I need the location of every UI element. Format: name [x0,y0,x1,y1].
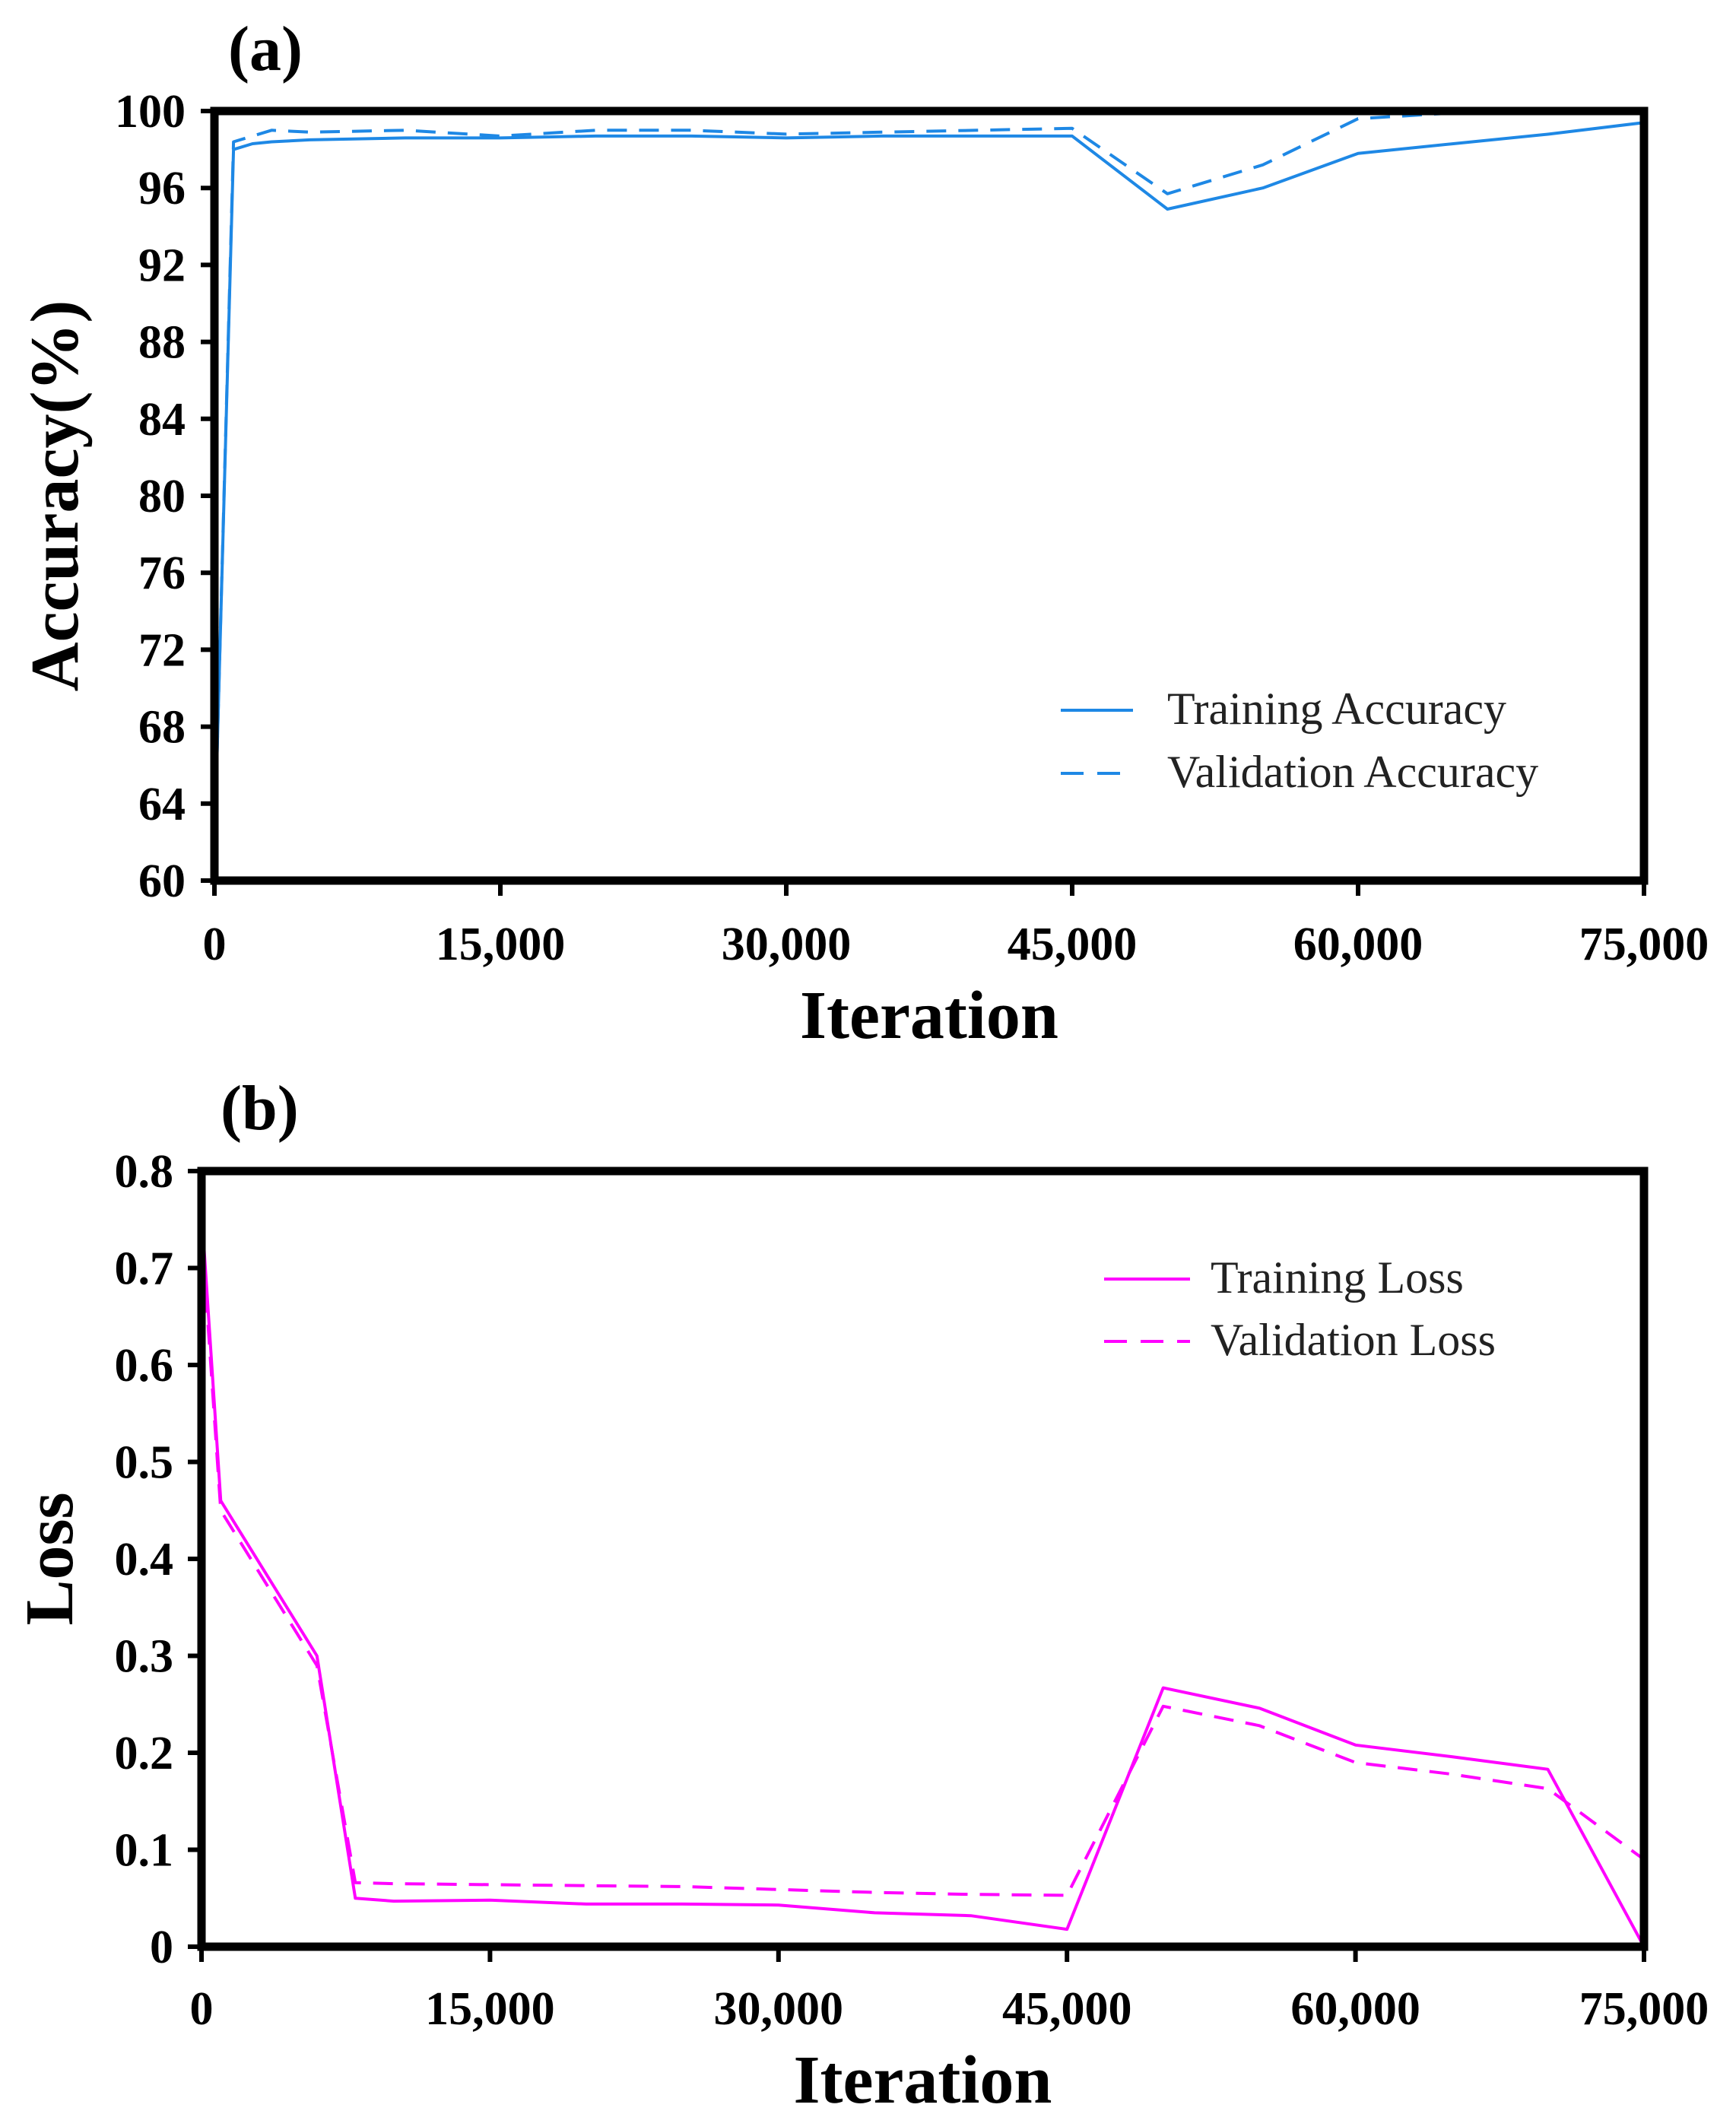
y-tick-label: 0.2 [115,1728,174,1779]
x-tick-label: 15,000 [436,919,566,970]
y-tick-label: 0.4 [115,1534,174,1586]
y-tick-label: 80 [138,471,186,522]
y-tick-label: 72 [138,624,186,676]
x-tick-label: 45,000 [1008,919,1138,970]
x-tick-label: 75,000 [1579,1983,1709,2035]
y-tick-label: 76 [138,548,186,599]
series-line-training-accuracy [213,121,1645,852]
y-tick-label: 0 [150,1922,173,1973]
x-tick-label: 60,000 [1293,919,1423,970]
series-line-training-loss [200,1209,1646,1947]
y-tick-label: 64 [138,779,186,830]
panel-label: (b) [221,1073,299,1144]
chart-panel-a: (a) 60 64 68 72 76 80 84 88 92 96 100 0 15,000 30,000 4… [17,14,1709,1053]
chart-panel-b: (b) 0 0.1 0.2 0.3 0.4 0.5 0.6 0.7 0.8 0 15,000 30,00… [12,1073,1709,2114]
y-tick-label: 0.5 [115,1437,174,1489]
panel-label: (a) [228,14,303,84]
y-axis-title: Loss [12,1492,87,1625]
y-tick-label: 92 [138,240,186,291]
x-tick-label: 0 [190,1983,214,2035]
legend: Training Accuracy Validation Accuracy [1061,684,1538,797]
y-tick-label: 60 [138,855,186,907]
x-tick-label: 15,000 [425,1983,555,2035]
x-axis-title: Iteration [794,2043,1052,2114]
y-tick-label: 0.3 [115,1631,174,1683]
x-tick-label: 0 [203,919,227,970]
x-tick-label: 45,000 [1002,1983,1132,2035]
series-line-validation-loss [200,1229,1646,1897]
x-tick-label: 30,000 [714,1983,844,2035]
y-tick-label: 0.7 [115,1243,174,1295]
legend-entry-label: Training Accuracy [1167,684,1506,734]
y-tick-label: 100 [115,86,186,138]
y-tick-label: 96 [138,163,186,214]
series-line-validation-accuracy [213,110,1644,852]
y-tick-label: 0.6 [115,1340,174,1392]
y-tick-label: 88 [138,317,186,369]
legend-entry-label: Validation Accuracy [1167,747,1538,797]
legend-entry-label: Training Loss [1211,1252,1464,1303]
y-tick-label: 0.8 [115,1146,174,1198]
y-tick-label: 0.1 [115,1825,174,1877]
legend: Training Loss Validation Loss [1104,1252,1496,1365]
y-tick-label: 68 [138,702,186,754]
x-tick-label: 30,000 [722,919,852,970]
x-tick-label: 60,000 [1290,1983,1420,2035]
y-axis-title: Accuracy(%) [17,300,93,692]
x-axis-title: Iteration [800,978,1058,1053]
x-tick-label: 75,000 [1579,919,1709,970]
y-tick-label: 84 [138,394,186,446]
legend-entry-label: Validation Loss [1211,1315,1496,1365]
